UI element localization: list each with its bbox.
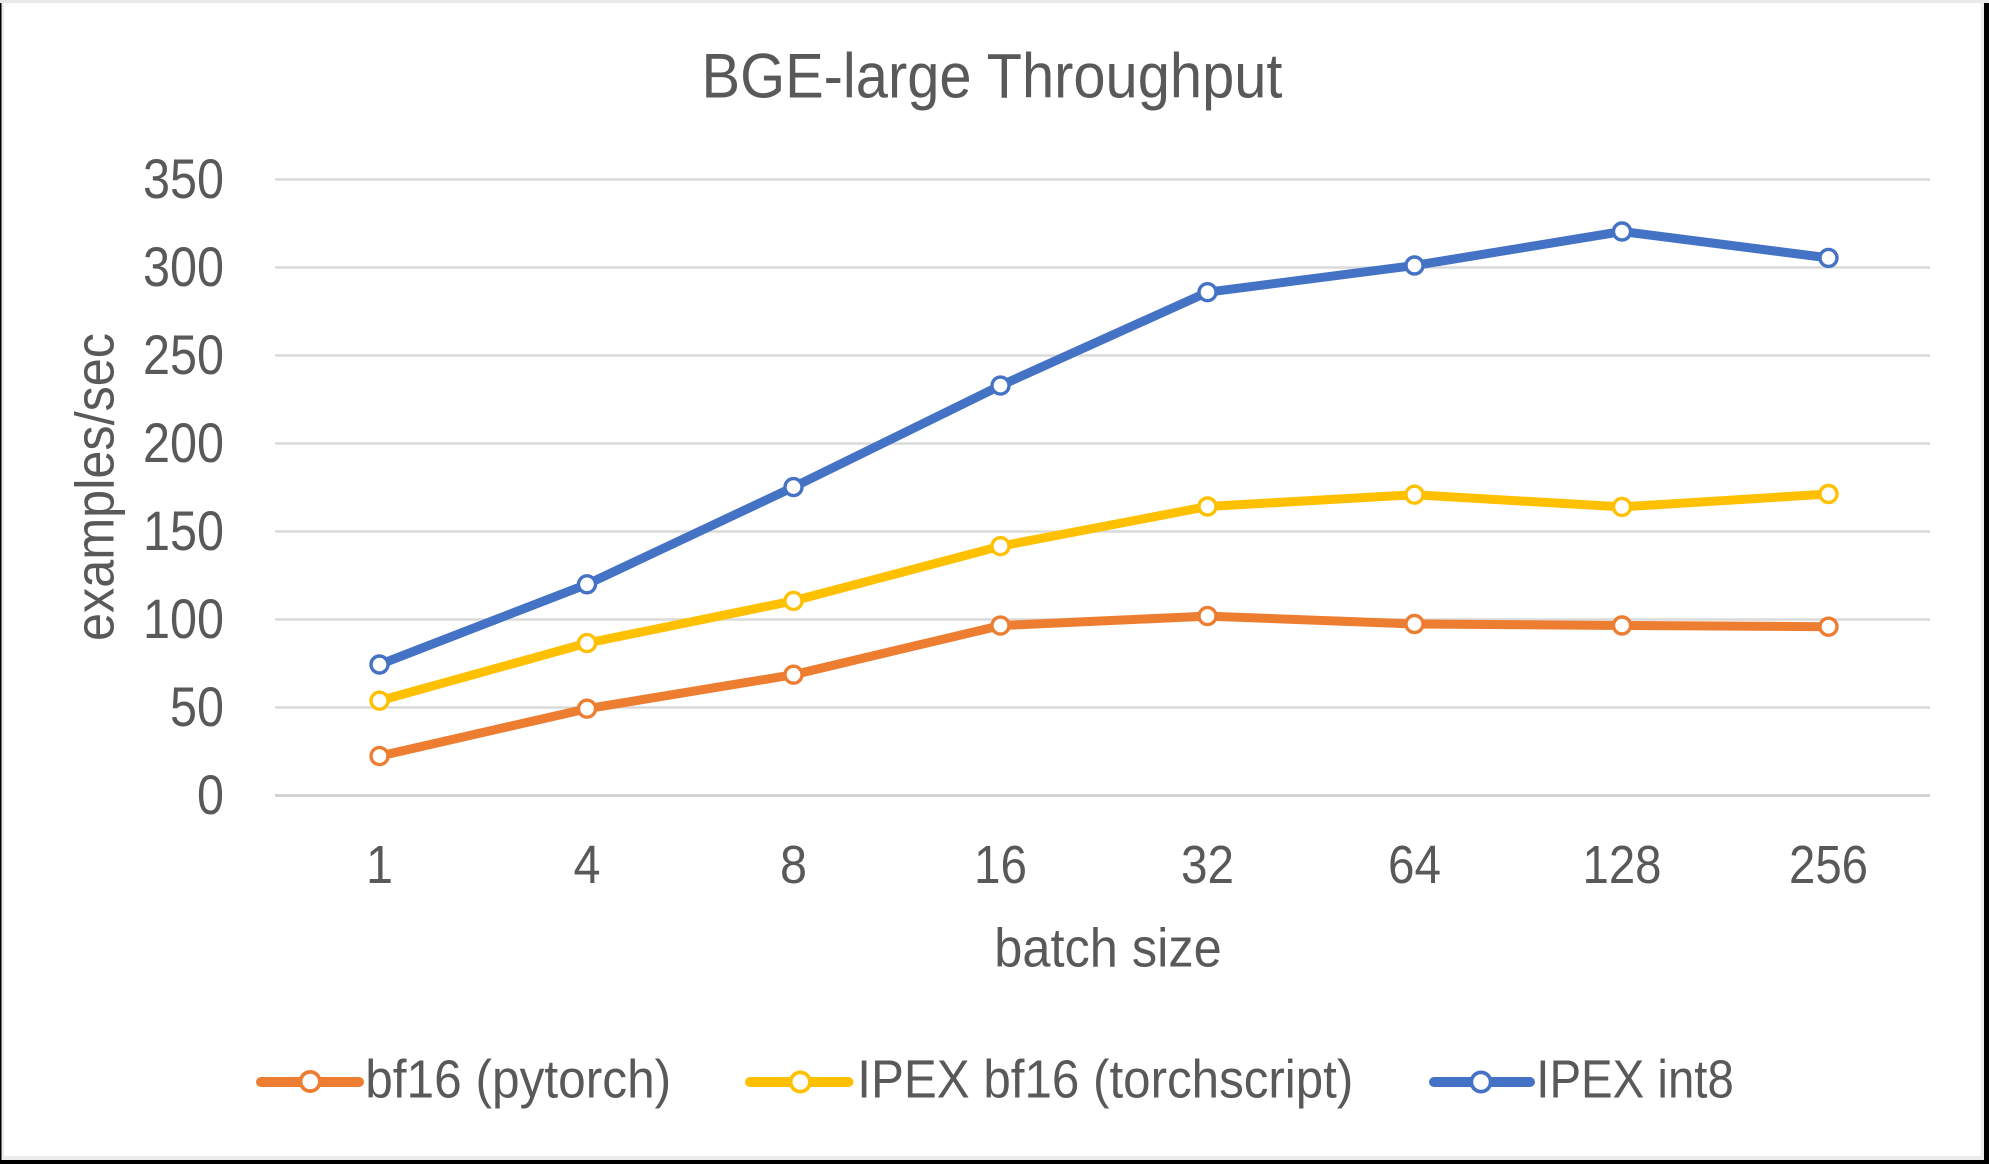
- svg-text:0: 0: [197, 764, 224, 826]
- svg-text:bf16 (pytorch): bf16 (pytorch): [365, 1049, 671, 1109]
- svg-text:batch size: batch size: [994, 917, 1221, 979]
- svg-text:300: 300: [143, 236, 224, 298]
- svg-text:50: 50: [170, 676, 224, 738]
- svg-text:IPEX bf16 (torchscript): IPEX bf16 (torchscript): [857, 1049, 1353, 1109]
- svg-text:256: 256: [1789, 835, 1868, 895]
- svg-text:128: 128: [1583, 835, 1662, 895]
- svg-text:350: 350: [143, 148, 224, 210]
- svg-text:64: 64: [1388, 835, 1441, 895]
- svg-text:IPEX int8: IPEX int8: [1536, 1049, 1734, 1109]
- svg-text:4: 4: [574, 835, 601, 895]
- svg-text:200: 200: [143, 412, 224, 474]
- svg-text:8: 8: [780, 835, 807, 895]
- svg-text:150: 150: [143, 500, 224, 562]
- svg-text:100: 100: [143, 588, 224, 650]
- svg-text:examples/sec: examples/sec: [64, 333, 126, 641]
- svg-text:1: 1: [366, 835, 393, 895]
- svg-text:250: 250: [143, 324, 224, 386]
- svg-text:32: 32: [1181, 835, 1234, 895]
- svg-text:BGE-large Throughput: BGE-large Throughput: [702, 42, 1283, 112]
- svg-text:16: 16: [974, 835, 1027, 895]
